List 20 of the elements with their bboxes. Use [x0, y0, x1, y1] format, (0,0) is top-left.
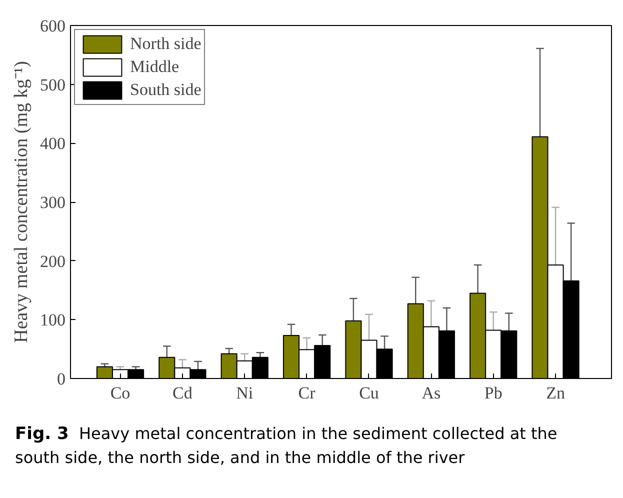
legend-label: South side	[130, 80, 202, 100]
y-tick-label: 600	[40, 16, 66, 36]
x-tick-label: Cd	[172, 384, 193, 402]
y-tick-label: 100	[40, 310, 66, 330]
legend-label: North side	[130, 34, 202, 54]
text: Fig. 3	[15, 424, 69, 444]
x-tick-label: Pb	[484, 384, 502, 402]
y-tick-label: 0	[57, 370, 66, 388]
y-tick-label: 500	[40, 75, 66, 94]
x-tick-label: Co	[110, 384, 130, 402]
y-tick-label: 300	[40, 193, 66, 212]
y-tick-label: 200	[40, 252, 66, 271]
y-tick-label: 400	[40, 134, 66, 154]
y-axis-title: Heavy metal concentration (mg kg⁻¹)	[11, 61, 32, 343]
legend-label: Middle	[130, 57, 180, 77]
x-tick-label: Ni	[236, 384, 254, 402]
x-tick-label: As	[422, 384, 441, 402]
x-tick-label: Zn	[546, 384, 566, 402]
x-tick-label: Cu	[359, 384, 380, 402]
x-tick-label: Cr	[298, 384, 316, 402]
